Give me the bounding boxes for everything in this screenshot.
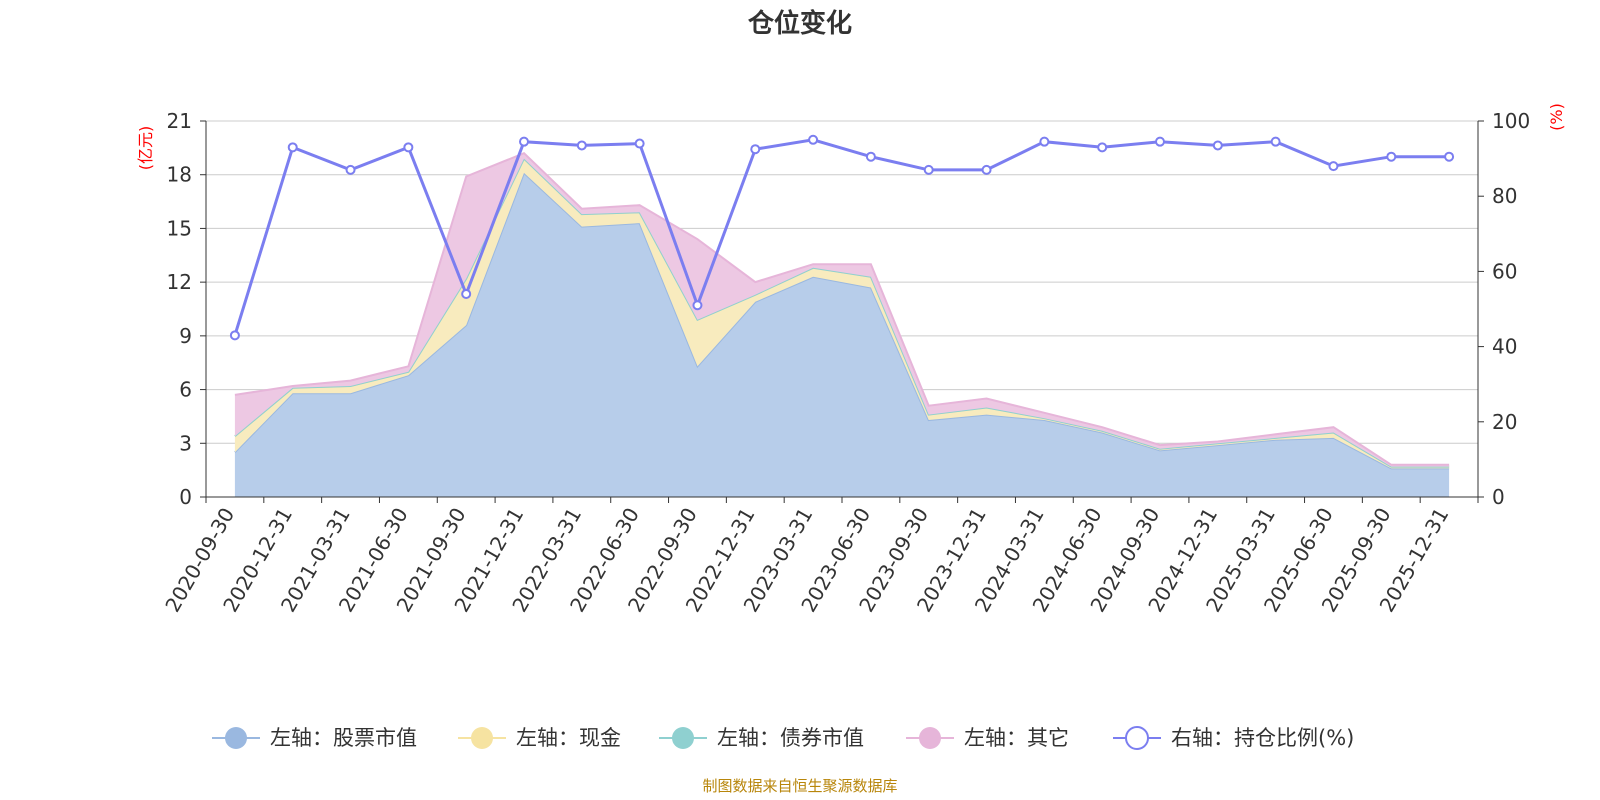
legend-item[interactable]: 右轴：持仓比例(%) <box>1113 726 1354 750</box>
chart-title: 仓位变化 <box>747 8 852 39</box>
data-point[interactable] <box>750 144 761 155</box>
data-source-note: 制图数据来自恒生聚源数据库 <box>702 777 897 795</box>
data-point[interactable] <box>345 164 356 175</box>
data-point[interactable] <box>865 151 876 162</box>
right-axis-tick-label: 0 <box>1492 485 1505 509</box>
legend-marker <box>1125 726 1149 750</box>
data-point[interactable] <box>1328 161 1339 172</box>
legend-label: 左轴：其它 <box>964 726 1069 750</box>
right-axis-unit: (%) <box>1547 103 1566 131</box>
data-point[interactable] <box>229 330 240 341</box>
data-point[interactable] <box>1270 136 1281 147</box>
data-point[interactable] <box>1155 136 1165 147</box>
left-axis-tick-label: 12 <box>167 270 192 294</box>
legend-label: 左轴：股票市值 <box>270 726 417 750</box>
data-point[interactable] <box>634 138 645 149</box>
legend-marker <box>919 727 941 749</box>
area-左轴：现金 <box>234 158 1450 469</box>
legend-item[interactable]: 左轴：债券市值 <box>659 726 864 750</box>
data-point[interactable] <box>576 140 587 151</box>
data-point[interactable] <box>923 164 934 175</box>
legend-marker <box>471 727 493 749</box>
right-axis-tick-label: 60 <box>1492 259 1517 283</box>
left-axis-tick-label: 18 <box>167 163 192 187</box>
area-edge-左轴：其它 <box>234 152 1450 466</box>
right-axis-tick-label: 40 <box>1492 335 1517 359</box>
data-point[interactable] <box>403 142 414 153</box>
area-左轴：股票市值 <box>234 172 1450 497</box>
series-line-右轴：持仓比例(%) <box>233 138 1450 336</box>
data-point[interactable] <box>287 142 298 153</box>
legend-marker <box>672 727 694 749</box>
data-point[interactable] <box>808 134 819 145</box>
data-point[interactable] <box>1212 140 1223 151</box>
left-axis-tick-label: 0 <box>179 485 192 509</box>
data-point[interactable] <box>519 136 529 147</box>
data-point[interactable] <box>1386 151 1397 162</box>
left-axis-tick-label: 6 <box>179 378 192 402</box>
left-axis-tick-label: 21 <box>167 109 192 133</box>
right-axis-tick-label: 80 <box>1492 184 1517 208</box>
legend-item[interactable]: 左轴：其它 <box>906 726 1069 750</box>
legend-label: 左轴：债券市值 <box>717 726 864 750</box>
data-point[interactable] <box>692 300 703 311</box>
left-axis-tick-label: 15 <box>167 216 192 240</box>
data-point[interactable] <box>461 288 472 299</box>
right-axis-tick-label: 20 <box>1492 410 1517 434</box>
legend-label: 左轴：现金 <box>516 726 621 750</box>
right-axis-tick-label: 100 <box>1492 109 1530 133</box>
left-axis-tick-label: 9 <box>179 324 192 348</box>
legend-item[interactable]: 左轴：现金 <box>458 726 621 750</box>
left-axis-unit: (亿元) <box>136 126 155 171</box>
legend-item[interactable]: 左轴：股票市值 <box>212 726 417 750</box>
data-point[interactable] <box>1097 142 1108 153</box>
data-point[interactable] <box>1444 151 1455 162</box>
left-axis-tick-label: 3 <box>179 431 192 455</box>
legend-label: 右轴：持仓比例(%) <box>1171 726 1354 750</box>
legend-marker <box>225 727 247 749</box>
data-point[interactable] <box>981 164 992 175</box>
data-point[interactable] <box>1039 136 1050 147</box>
